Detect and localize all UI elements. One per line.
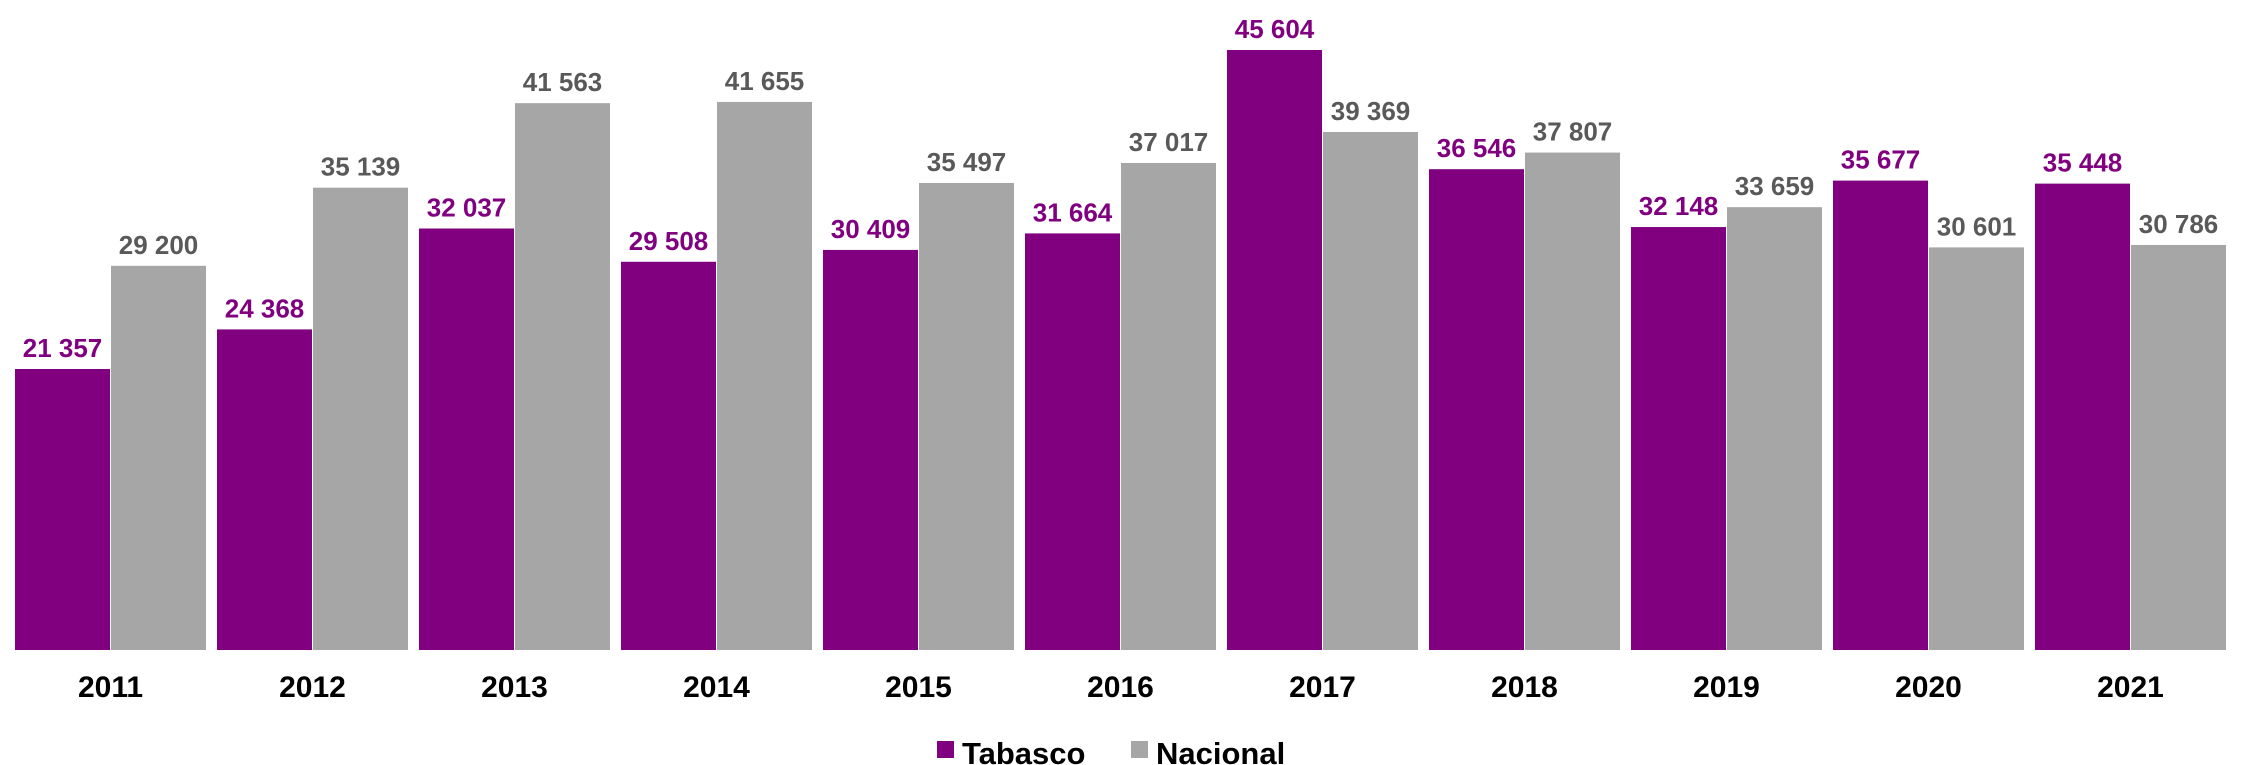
bar-tabasco-2015 <box>823 249 918 650</box>
value-label-nacional-2017: 39 369 <box>1331 96 1411 126</box>
legend-label-tabasco: Tabasco <box>962 736 1085 765</box>
bar-nacional-2020 <box>1929 247 2024 651</box>
bar-tabasco-2020 <box>1833 180 1928 650</box>
bar-tabasco-2013 <box>419 228 514 650</box>
bar-nacional-2015 <box>919 182 1014 651</box>
x-tick-label-2014: 2014 <box>683 671 750 704</box>
x-tick-label-2018: 2018 <box>1491 671 1558 704</box>
value-label-nacional-2016: 37 017 <box>1129 127 1209 157</box>
x-tick-label-2015: 2015 <box>885 671 952 704</box>
value-label-tabasco-2019: 32 148 <box>1639 191 1719 221</box>
bars-group <box>15 50 2226 651</box>
bar-nacional-2011 <box>111 265 206 650</box>
bar-nacional-2017 <box>1323 132 1418 650</box>
x-tick-label-2020: 2020 <box>1895 671 1962 704</box>
value-label-nacional-2011: 29 200 <box>119 230 199 260</box>
value-label-tabasco-2018: 36 546 <box>1437 133 1517 163</box>
value-label-tabasco-2017: 45 604 <box>1235 14 1315 44</box>
bar-nacional-2019 <box>1727 207 1822 650</box>
x-tick-label-2019: 2019 <box>1693 671 1760 704</box>
legend-label-nacional: Nacional <box>1156 736 1285 765</box>
value-labels-group: 21 357 29 200 24 368 35 139 32 037 41 563 29 5… <box>23 14 2219 363</box>
value-label-nacional-2013: 41 563 <box>523 67 603 97</box>
x-tick-label-2021: 2021 <box>2097 671 2164 704</box>
bar-tabasco-2011 <box>15 369 110 650</box>
value-label-tabasco-2020: 35 677 <box>1841 145 1921 175</box>
bar-nacional-2016 <box>1121 162 1216 650</box>
value-label-tabasco-2014: 29 508 <box>629 226 709 256</box>
x-tick-label-2016: 2016 <box>1087 671 1154 704</box>
bar-tabasco-2012 <box>217 329 312 650</box>
bar-tabasco-2016 <box>1025 233 1120 650</box>
value-label-nacional-2019: 33 659 <box>1735 171 1815 201</box>
value-label-tabasco-2013: 32 037 <box>427 192 507 222</box>
value-label-tabasco-2021: 35 448 <box>2043 148 2123 178</box>
bar-tabasco-2017 <box>1227 50 1322 650</box>
bar-nacional-2021 <box>2131 244 2226 650</box>
bar-nacional-2013 <box>515 103 610 651</box>
legend-swatch-nacional <box>1131 741 1148 758</box>
bar-nacional-2014 <box>717 101 812 650</box>
bar-tabasco-2014 <box>621 261 716 650</box>
value-label-nacional-2015: 35 497 <box>927 147 1007 177</box>
bar-nacional-2018 <box>1525 152 1620 650</box>
bar-tabasco-2018 <box>1429 169 1524 650</box>
value-label-nacional-2018: 37 807 <box>1533 117 1613 147</box>
value-label-nacional-2020: 30 601 <box>1937 211 2017 241</box>
bar-tabasco-2019 <box>1631 227 1726 650</box>
x-tick-labels-group: 2011 2012 2013 2014 2015 2016 2017 2018 2019 2020… <box>78 671 2164 704</box>
value-label-nacional-2014: 41 655 <box>725 66 805 96</box>
x-tick-label-2013: 2013 <box>481 671 548 704</box>
bar-nacional-2012 <box>313 187 408 650</box>
x-tick-label-2012: 2012 <box>279 671 346 704</box>
value-label-tabasco-2016: 31 664 <box>1033 197 1113 227</box>
bar-tabasco-2021 <box>2035 183 2130 650</box>
x-tick-label-2017: 2017 <box>1289 671 1356 704</box>
legend-swatch-tabasco <box>937 741 954 758</box>
x-tick-label-2011: 2011 <box>78 671 143 704</box>
legend: Tabasco Nacional <box>937 736 1285 765</box>
value-label-nacional-2012: 35 139 <box>321 152 401 182</box>
value-label-nacional-2021: 30 786 <box>2139 209 2219 239</box>
value-label-tabasco-2015: 30 409 <box>831 214 911 244</box>
value-label-tabasco-2011: 21 357 <box>23 333 103 363</box>
value-label-tabasco-2012: 24 368 <box>225 293 305 323</box>
